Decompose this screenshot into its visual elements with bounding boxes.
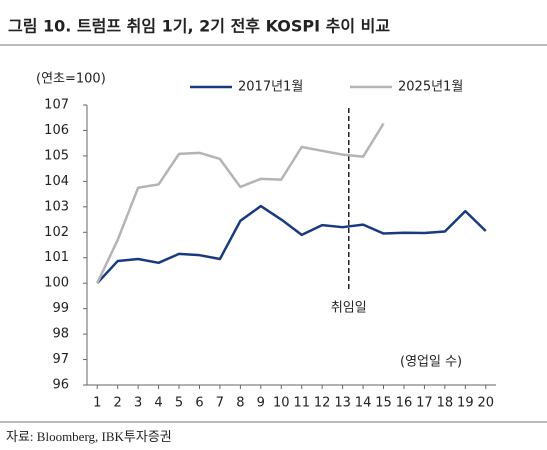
y-tick-label: 102 bbox=[44, 225, 69, 240]
x-tick-label: 11 bbox=[293, 396, 310, 411]
x-tick-label: 18 bbox=[437, 396, 454, 411]
x-tick-label: 2 bbox=[114, 396, 122, 411]
x-tick-label: 1 bbox=[93, 396, 101, 411]
y-tick-label: 96 bbox=[52, 378, 69, 393]
source: 자료: Bloomberg, IBK투자증권 bbox=[6, 429, 172, 444]
y-tick-label: 104 bbox=[44, 174, 69, 189]
y-tick-label: 100 bbox=[44, 276, 69, 291]
x-tick-label: 19 bbox=[457, 396, 474, 411]
x-axis-label: (영업일 수) bbox=[400, 355, 462, 370]
x-tick-label: 14 bbox=[355, 396, 372, 411]
x-tick-label: 6 bbox=[195, 396, 203, 411]
x-tick-label: 7 bbox=[216, 396, 224, 411]
y-tick-label: 105 bbox=[44, 148, 69, 163]
x-tick-label: 9 bbox=[257, 396, 265, 411]
x-tick-label: 10 bbox=[273, 396, 290, 411]
series-line bbox=[96, 122, 385, 284]
x-tick-label: 17 bbox=[416, 396, 433, 411]
y-tick-label: 106 bbox=[44, 123, 69, 138]
annotation: 취임일 bbox=[331, 301, 367, 316]
x-tick-label: 3 bbox=[134, 396, 142, 411]
y-tick-label: 107 bbox=[44, 98, 69, 113]
x-tick-label: 12 bbox=[314, 396, 331, 411]
x-tick-label: 4 bbox=[154, 396, 162, 411]
legend-label: 2025년1월 bbox=[398, 80, 463, 95]
x-tick-label: 8 bbox=[236, 396, 244, 411]
y-tick-label: 99 bbox=[52, 301, 69, 316]
y-tick-label: 98 bbox=[52, 327, 69, 342]
series-line bbox=[96, 204, 487, 285]
x-tick-label: 20 bbox=[478, 396, 495, 411]
y-tick-label: 101 bbox=[44, 250, 69, 265]
y-tick-label: 97 bbox=[52, 352, 69, 367]
x-tick-label: 16 bbox=[396, 396, 413, 411]
x-tick-label: 15 bbox=[375, 396, 392, 411]
y-tick-label: 103 bbox=[44, 199, 69, 214]
chart-title: 그림 10. 트럼프 취임 1기, 2기 전후 KOSPI 추이 비교 bbox=[8, 17, 390, 36]
x-tick-label: 5 bbox=[175, 396, 183, 411]
x-tick-label: 13 bbox=[334, 396, 351, 411]
legend-label: 2017년1월 bbox=[238, 80, 303, 95]
y-axis-label: (연초=100) bbox=[36, 72, 106, 87]
